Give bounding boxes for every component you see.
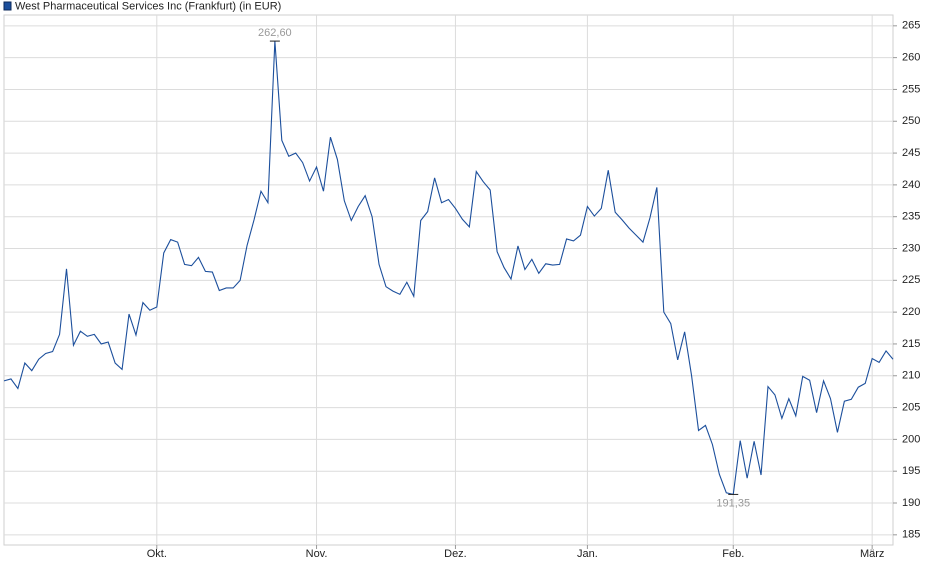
y-tick-label: 190 — [902, 497, 920, 509]
legend-swatch — [3, 1, 12, 11]
extreme-label: 191,35 — [716, 497, 750, 509]
y-tick-label: 185 — [902, 529, 920, 541]
x-tick-label: Dez. — [444, 548, 467, 560]
y-tick-label: 200 — [902, 433, 920, 445]
chart-title: West Pharmaceutical Services Inc (Frankf… — [15, 0, 281, 12]
x-tick-label: Jan. — [577, 548, 598, 560]
y-tick-label: 205 — [902, 401, 920, 413]
y-tick-label: 235 — [902, 211, 920, 223]
x-tick-label: Okt. — [147, 548, 167, 560]
y-tick-label: 210 — [902, 370, 920, 382]
y-tick-label: 250 — [902, 115, 920, 127]
y-tick-label: 195 — [902, 465, 920, 477]
y-tick-label: 215 — [902, 338, 920, 350]
y-tick-label: 255 — [902, 83, 920, 95]
y-tick-label: 240 — [902, 179, 920, 191]
extreme-label: 262,60 — [258, 27, 292, 39]
y-tick-label: 260 — [902, 52, 920, 64]
x-tick-label: Feb. — [722, 548, 744, 560]
y-tick-label: 245 — [902, 147, 920, 159]
x-tick-label: Nov. — [306, 548, 328, 560]
y-tick-label: 220 — [902, 306, 920, 318]
y-tick-label: 225 — [902, 274, 920, 286]
price-line — [3, 41, 894, 496]
x-tick-label: März — [860, 548, 884, 560]
y-tick-label: 265 — [902, 20, 920, 32]
y-tick-label: 230 — [902, 242, 920, 254]
